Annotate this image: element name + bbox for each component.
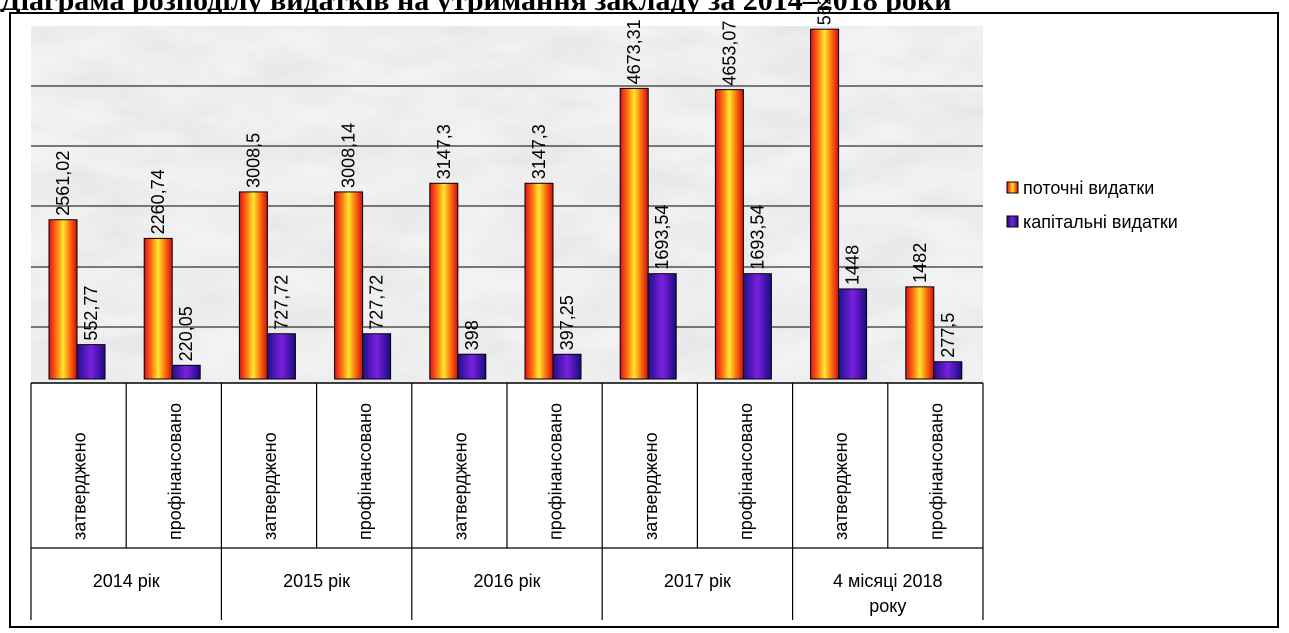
category-label: профінансовано xyxy=(926,403,946,540)
group-label: 2015 рік xyxy=(283,571,350,591)
bar-value-label: 1693,54 xyxy=(747,205,767,270)
bar-current-expenses xyxy=(48,219,78,380)
bar-value-label: 3008,14 xyxy=(339,123,359,188)
category-label: профінансовано xyxy=(165,403,185,540)
bar-capital-expenses xyxy=(362,333,392,380)
page-title-fragment: Діаграма розподілу видатків на утримання… xyxy=(0,0,1289,12)
group-label: року xyxy=(869,596,906,616)
bar-current-expenses xyxy=(143,237,173,380)
bar-current-expenses xyxy=(619,87,649,380)
group-label: 2014 рік xyxy=(93,571,160,591)
bar-capital-expenses xyxy=(266,333,296,380)
legend-swatch-current xyxy=(1006,181,1019,194)
bar-value-label: 3147,3 xyxy=(529,124,549,179)
bar-capital-expenses xyxy=(76,344,106,380)
bar-value-label: 220,05 xyxy=(176,306,196,361)
legend-label: поточні видатки xyxy=(1023,178,1154,198)
bar-value-label: 1448 xyxy=(843,245,863,285)
category-label: затверджено xyxy=(70,432,90,540)
bar-current-expenses xyxy=(714,89,744,380)
bar-value-label: 3147,3 xyxy=(434,124,454,179)
category-label: профінансовано xyxy=(355,403,375,540)
bar-current-expenses xyxy=(334,191,364,380)
bar-capital-expenses xyxy=(647,273,677,380)
bar-capital-expenses xyxy=(838,288,868,380)
bar-capital-expenses xyxy=(933,361,963,380)
category-label: затверджено xyxy=(831,432,851,540)
bar-current-expenses xyxy=(905,286,935,380)
legend-label: капітальні видатки xyxy=(1023,212,1178,232)
legend-swatch-capital xyxy=(1006,215,1019,228)
bar-value-label: 2561,02 xyxy=(53,151,73,216)
bar-current-expenses xyxy=(524,182,554,380)
bar-value-label: 727,72 xyxy=(271,275,291,330)
category-label: затверджено xyxy=(641,432,661,540)
page-title-text: Діаграма розподілу видатків на утримання… xyxy=(0,0,952,12)
chart-frame xyxy=(9,12,1279,628)
group-label: 2017 рік xyxy=(664,571,731,591)
group-label: 2016 рік xyxy=(474,571,541,591)
category-label: профінансовано xyxy=(546,403,566,540)
bar-capital-expenses xyxy=(457,353,487,380)
bar-value-label: 398 xyxy=(462,320,482,350)
bar-value-label: 3008,5 xyxy=(243,133,263,188)
bar-current-expenses xyxy=(238,191,268,380)
bar-value-label: 1693,54 xyxy=(652,205,672,270)
bar-current-expenses xyxy=(810,28,840,380)
bar-capital-expenses xyxy=(552,353,582,380)
bar-value-label: 727,72 xyxy=(367,275,387,330)
bar-value-label: 5625,27 xyxy=(815,0,835,25)
bar-capital-expenses xyxy=(742,273,772,380)
bar-value-label: 1482 xyxy=(910,243,930,283)
bar-value-label: 277,5 xyxy=(938,313,958,358)
bar-value-label: 4673,31 xyxy=(624,19,644,84)
category-label: профінансовано xyxy=(736,403,756,540)
bar-current-expenses xyxy=(429,182,459,380)
category-label: затверджено xyxy=(260,432,280,540)
bar-value-label: 4653,07 xyxy=(719,21,739,86)
bar-value-label: 2260,74 xyxy=(148,169,168,234)
bar-value-label: 552,77 xyxy=(81,286,101,341)
bar-value-label: 397,25 xyxy=(557,295,577,350)
group-label: 4 місяці 2018 xyxy=(833,571,943,591)
bar-capital-expenses xyxy=(171,364,201,380)
category-label: затверджено xyxy=(450,432,470,540)
